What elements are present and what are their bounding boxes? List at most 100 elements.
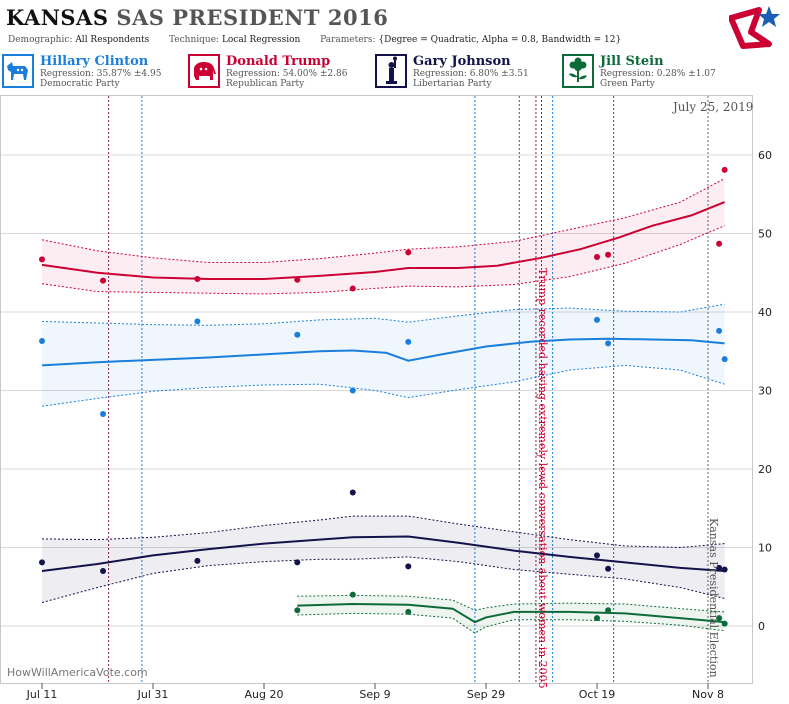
donald-trump-regression-line: [41, 201, 725, 280]
jill-stein-poll-point: [721, 620, 728, 627]
y-tick-label: 40: [758, 306, 772, 319]
donald-trump-lower-bound: [41, 225, 725, 295]
donald-trump-poll-point: [294, 276, 301, 283]
jill-stein-regression-line: [297, 602, 725, 624]
donald-trump-poll-point: [405, 249, 412, 256]
parameters-value: {Degree = Quadratic, Alpha = 0.8, Bandwi…: [378, 35, 622, 45]
jill-stein-poll-point: [349, 591, 356, 598]
gary-johnson-poll-point: [100, 568, 107, 575]
y-axis-ticks: 0 10 20 30 40 50 60: [758, 149, 772, 633]
donald-trump-poll-point: [716, 240, 723, 247]
hillary-clinton-poll-point: [605, 340, 612, 347]
candidate-party: Libertarian Party: [413, 79, 492, 89]
regression-lines: [41, 201, 725, 624]
gary-johnson-poll-point: [594, 552, 600, 559]
gary-johnson-lower-bound: [41, 556, 725, 603]
jill-stein-upper-bound: [297, 594, 725, 613]
x-tick-label: Jul 31: [137, 688, 169, 701]
y-tick-label: 30: [758, 385, 772, 398]
donald-trump-upper-bound: [41, 178, 725, 263]
hillary-clinton-poll-point: [100, 411, 107, 418]
gary-johnson-poll-point: [194, 557, 201, 564]
legend-trump: Donald Trump Regression: 54.00% ±2.86 Re…: [186, 53, 376, 91]
annotation-label: Trump recorded having extremely lewd con…: [536, 268, 549, 689]
event-lines: [108, 96, 709, 683]
statue-of-liberty-icon: [375, 54, 407, 88]
candidate-regression: Regression: 35.87% ±4.95: [40, 69, 162, 79]
hillary-clinton-band: [42, 304, 725, 407]
confidence-bands: [41, 178, 725, 634]
jill-stein-poll-point: [405, 608, 412, 615]
gary-johnson-poll-point: [39, 559, 45, 566]
legend-johnson: Gary Johnson Regression: 6.80% ±3.51 Lib…: [373, 53, 563, 91]
hillary-clinton-poll-point: [405, 338, 412, 345]
donald-trump-band: [42, 178, 725, 294]
watermark: HowWillAmericaVote.com: [7, 666, 148, 679]
candidate-party: Green Party: [600, 79, 655, 89]
gary-johnson-upper-bound: [41, 515, 725, 549]
jill-stein-lower-bound: [297, 612, 725, 634]
hillary-clinton-poll-point: [594, 316, 600, 323]
hillary-clinton-lower-bound: [41, 364, 725, 407]
hillary-clinton-poll-point: [716, 327, 723, 334]
candidate-name: Gary Johnson: [413, 54, 511, 69]
date-label: July 25, 2019: [673, 100, 754, 114]
candidate-regression: Regression: 6.80% ±3.51: [413, 69, 529, 79]
candidate-regression: Regression: 54.00% ±2.86: [226, 69, 348, 79]
hillary-clinton-poll-point: [194, 318, 201, 325]
x-tick-label: Oct 19: [579, 688, 616, 701]
jill-stein-poll-point: [594, 615, 600, 622]
donald-trump-poll-point: [605, 251, 612, 258]
annotations: Trump recorded having extremely lewd con…: [536, 268, 720, 689]
legend-stein: Jill Stein Regression: 0.28% ±1.07 Green…: [560, 53, 750, 91]
donald-trump-poll-point: [39, 256, 45, 263]
jill-stein-poll-point: [605, 607, 612, 614]
donkey-icon: [2, 54, 34, 88]
title-state: KANSAS: [6, 5, 109, 30]
x-tick-label: Jul 11: [26, 688, 58, 701]
title-race: SAS PRESIDENT 2016: [116, 5, 389, 30]
donald-trump-poll-point: [100, 277, 107, 284]
gary-johnson-poll-point: [405, 563, 412, 570]
donald-trump-poll-point: [594, 254, 600, 261]
donald-trump-poll-point: [721, 166, 728, 173]
chart-title: KANSAS SAS PRESIDENT 2016: [6, 5, 388, 30]
y-tick-label: 10: [758, 542, 772, 555]
x-tick-label: Aug 20: [245, 688, 284, 701]
candidate-name: Hillary Clinton: [40, 54, 149, 69]
hillary-clinton-poll-point: [349, 387, 356, 394]
x-tick-label: Sep 29: [467, 688, 505, 701]
flower-icon: [562, 54, 594, 88]
x-axis-ticks: Jul 11 Jul 31 Aug 20 Sep 9 Sep 29 Oct 19 Nov 8: [26, 688, 724, 701]
gary-johnson-band: [42, 516, 725, 603]
candidate-party: Democratic Party: [40, 79, 120, 89]
gary-johnson-regression-line: [41, 535, 725, 572]
jill-stein-poll-point: [716, 615, 723, 622]
hillary-clinton-regression-line: [41, 337, 725, 367]
gary-johnson-poll-point: [294, 559, 301, 566]
y-tick-label: 0: [758, 620, 765, 633]
jill-stein-band: [297, 595, 725, 634]
parameters-line: Demographic: All Respondents Technique: …: [8, 35, 621, 45]
demographic-value: All Respondents: [75, 35, 150, 45]
y-tick-label: 50: [758, 228, 772, 241]
hillary-clinton-poll-point: [294, 331, 301, 338]
x-tick-label: Nov 8: [692, 688, 724, 701]
grid-lines: [1, 154, 752, 689]
poll-points: [39, 166, 728, 627]
hillary-clinton-poll-point: [721, 356, 728, 363]
candidate-party: Republican Party: [226, 79, 305, 89]
technique-value: Local Regression: [221, 35, 301, 45]
candidate-name: Jill Stein: [600, 54, 664, 69]
gary-johnson-poll-point: [721, 566, 728, 573]
candidate-legend: Hillary Clinton Regression: 35.87% ±4.95…: [0, 53, 789, 93]
candidate-regression: Regression: 0.28% ±1.07: [600, 69, 716, 79]
plot-frame: [0, 95, 753, 684]
hillary-clinton-poll-point: [39, 338, 45, 345]
legend-clinton: Hillary Clinton Regression: 35.87% ±4.95…: [0, 53, 190, 91]
elephant-icon: [188, 54, 220, 88]
donald-trump-poll-point: [194, 276, 201, 283]
jill-stein-poll-point: [294, 607, 301, 614]
x-tick-label: Sep 9: [359, 688, 390, 701]
